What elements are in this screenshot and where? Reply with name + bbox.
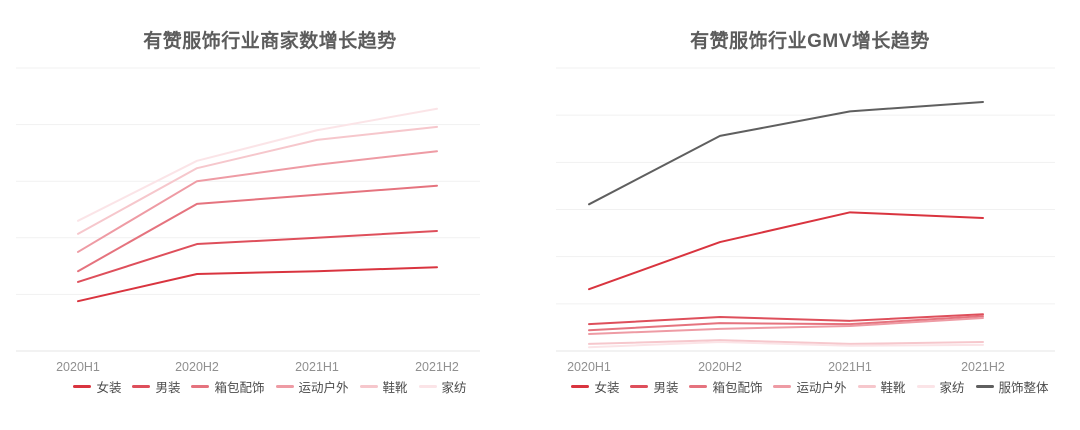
series-line bbox=[77, 266, 438, 303]
legend-label: 服饰整体 bbox=[998, 381, 1049, 395]
legend-line-swatch bbox=[689, 385, 708, 388]
legend-label: 男装 bbox=[653, 381, 679, 395]
legend-line-swatch bbox=[630, 385, 649, 388]
x-axis-label: 2021H1 bbox=[828, 360, 872, 374]
legend-line-swatch bbox=[571, 385, 590, 388]
series-line bbox=[588, 211, 984, 291]
legend-item[interactable]: 箱包配饰 bbox=[191, 377, 265, 396]
legend-line-swatch bbox=[73, 385, 92, 388]
x-axis-label: 2020H1 bbox=[56, 360, 100, 374]
legend-label: 鞋靴 bbox=[382, 381, 408, 395]
series-line bbox=[588, 315, 984, 332]
x-axis-label: 2021H2 bbox=[415, 360, 459, 374]
series-line bbox=[588, 100, 984, 206]
legend-label: 家纺 bbox=[441, 381, 467, 395]
legend-item[interactable]: 女装 bbox=[571, 377, 619, 396]
series-line bbox=[77, 184, 438, 273]
legend-label: 箱包配饰 bbox=[214, 381, 265, 395]
x-axis-label: 2020H1 bbox=[567, 360, 611, 374]
series-line bbox=[77, 125, 438, 235]
legend-item[interactable]: 鞋靴 bbox=[857, 377, 906, 396]
series-line bbox=[77, 150, 438, 253]
legend-label: 运动户外 bbox=[796, 381, 847, 395]
legend-label: 女装 bbox=[594, 381, 620, 395]
legend-item[interactable]: 家纺 bbox=[916, 377, 965, 396]
x-axis-label: 2021H1 bbox=[295, 360, 339, 374]
series-line bbox=[588, 339, 984, 345]
gmv-line-chart[interactable]: 2020H1 2020H2 2021H1 2021H2 bbox=[550, 56, 1070, 376]
legend-label: 鞋靴 bbox=[880, 381, 906, 395]
legend-item[interactable]: 女装 bbox=[73, 377, 121, 396]
legend-item[interactable]: 男装 bbox=[630, 377, 678, 396]
x-axis-label: 2020H2 bbox=[698, 360, 742, 374]
legend-item[interactable]: 男装 bbox=[132, 377, 180, 396]
legend-line-swatch bbox=[418, 385, 437, 388]
merchant-count-line-chart[interactable]: 2020H1 2020H2 2021H1 2021H2 bbox=[10, 56, 530, 376]
legend-label: 运动户外 bbox=[298, 381, 349, 395]
legend-label: 女装 bbox=[96, 381, 122, 395]
gmv-chart-title: 有赞服饰行业GMV增长趋势 bbox=[690, 31, 930, 52]
legend-label: 家纺 bbox=[939, 381, 965, 395]
legend-line-swatch bbox=[191, 385, 210, 388]
legend-item[interactable]: 家纺 bbox=[418, 377, 467, 396]
legend-line-swatch bbox=[773, 385, 792, 388]
merchant-count-chart-title: 有赞服饰行业商家数增长趋势 bbox=[143, 31, 397, 52]
merchant-count-chart-panel: 有赞服饰行业商家数增长趋势 2020H1 2020H2 2021H1 2021H2 女… bbox=[10, 0, 530, 430]
x-axis-label: 2020H2 bbox=[175, 360, 219, 374]
legend-line-swatch bbox=[916, 385, 935, 388]
legend-item[interactable]: 运动户外 bbox=[275, 377, 349, 396]
series-line bbox=[588, 313, 984, 326]
legend-line-swatch bbox=[975, 385, 994, 388]
gmv-chart-legend: 女装 男装 箱包配饰 运动户外 鞋靴 家纺 服饰整体 bbox=[550, 377, 1070, 396]
legend-line-swatch bbox=[857, 385, 876, 388]
legend-line-swatch bbox=[132, 385, 151, 388]
legend-line-swatch bbox=[359, 385, 378, 388]
series-line bbox=[588, 341, 984, 349]
legend-item[interactable]: 箱包配饰 bbox=[689, 377, 762, 396]
legend-label: 男装 bbox=[155, 381, 181, 395]
merchant-count-chart-legend: 女装 男装 箱包配饰 运动户外 鞋靴 家纺 bbox=[10, 377, 530, 396]
series-line bbox=[588, 316, 984, 336]
legend-item[interactable]: 服饰整体 bbox=[975, 377, 1049, 396]
gmv-chart-panel: 有赞服饰行业GMV增长趋势 2020H1 2020H2 2021H1 2021H2 女… bbox=[550, 0, 1070, 430]
legend-line-swatch bbox=[275, 385, 294, 388]
legend-label: 箱包配饰 bbox=[712, 381, 763, 395]
legend-item[interactable]: 运动户外 bbox=[773, 377, 847, 396]
series-line bbox=[77, 230, 438, 283]
series-line bbox=[77, 107, 438, 222]
x-axis-label: 2021H2 bbox=[961, 360, 1005, 374]
legend-item[interactable]: 鞋靴 bbox=[359, 377, 408, 396]
